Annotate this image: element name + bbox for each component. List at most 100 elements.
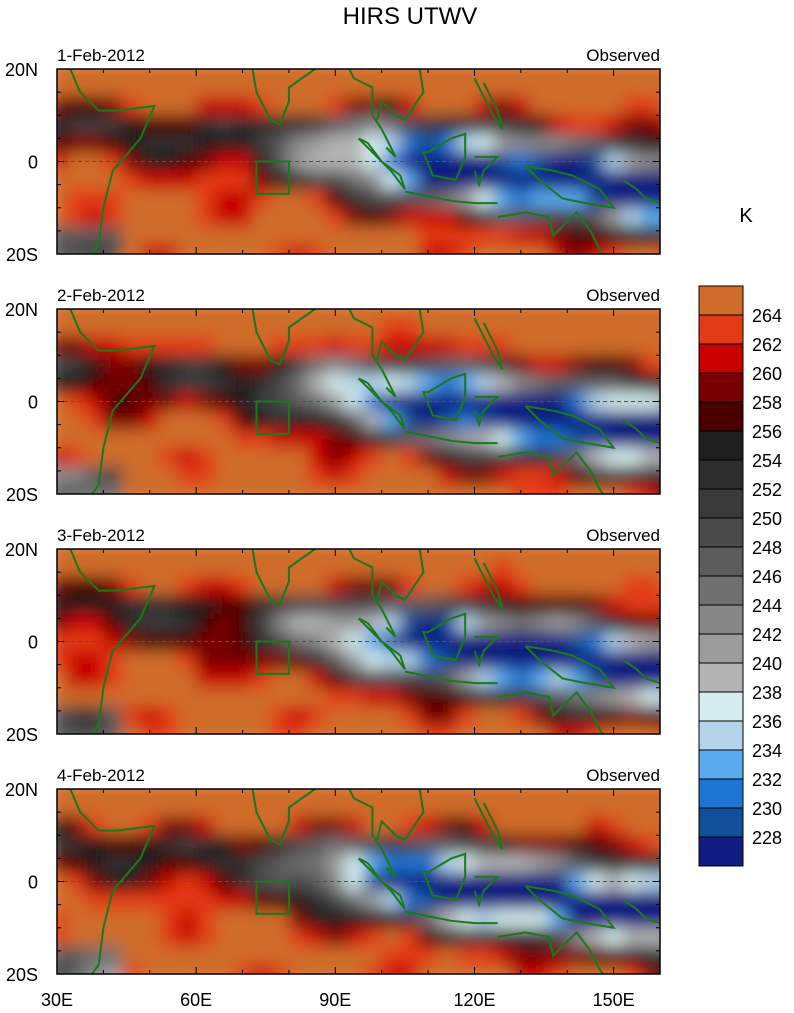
colorbar-swatch: [698, 314, 744, 345]
coastlines: [69, 69, 660, 254]
colorbar-swatch: [698, 749, 744, 780]
lat-tick-label: 20N: [5, 540, 38, 560]
map-panel: 20N 0 20S 1-Feb-2012 Observed: [5, 46, 661, 265]
lat-tick-label: 20N: [5, 780, 38, 800]
coastline-borneo: [421, 372, 467, 422]
lon-tick-label: 30E: [41, 990, 73, 1010]
coastline-borneo: [421, 132, 467, 182]
coastlines: [69, 789, 660, 974]
colorbar-label: 240: [752, 654, 782, 674]
colorbar-label: 262: [752, 335, 782, 355]
coastline-solomons: [622, 419, 660, 445]
coastline-philippines: [473, 797, 504, 850]
colorbar-label: 238: [752, 683, 782, 703]
coastline-solomons: [622, 659, 660, 685]
colorbar-label: 248: [752, 538, 782, 558]
colorbar-label: 232: [752, 770, 782, 790]
lon-tick-label: 60E: [180, 990, 212, 1010]
coastline-philippines: [473, 557, 504, 610]
coastline-solomons: [622, 899, 660, 925]
coastline-africa: [69, 549, 157, 734]
colorbar-swatch: [698, 343, 744, 374]
colorbar-swatch: [698, 604, 744, 635]
panel-label: Observed: [586, 286, 660, 305]
colorbar-label: 264: [752, 306, 782, 326]
colorbar-swatch: [698, 807, 744, 838]
colorbar-swatch: [698, 401, 744, 432]
region-box: [255, 160, 290, 195]
colorbar-swatch: [698, 836, 744, 867]
coastline-sulawesi: [473, 395, 501, 428]
colorbar-label: 258: [752, 393, 782, 413]
region-box: [255, 880, 290, 915]
lat-tick-label: 20S: [6, 965, 38, 985]
coastline-sulawesi: [473, 875, 501, 908]
colorbar-units: K: [739, 205, 753, 227]
lat-tick-label: 20N: [5, 300, 38, 320]
utwv-field: [57, 789, 660, 974]
lat-tick-label: 20N: [5, 60, 38, 80]
colorbar-swatch: [698, 662, 744, 693]
colorbar-label: 250: [752, 509, 782, 529]
coastline-new-guinea: [524, 165, 616, 210]
map-panel: 20N 0 20S 4-Feb-2012 Observed: [5, 766, 661, 985]
colorbar-label: 244: [752, 596, 782, 616]
coastline-australia: [497, 930, 604, 974]
coastlines: [69, 549, 660, 734]
coastline-java: [404, 910, 498, 925]
panel-date: 3-Feb-2012: [57, 526, 145, 545]
map-panels: 20N 0 20S 1-Feb-2012 Observed 20N 0 20S 2-Feb-20…: [5, 46, 661, 985]
colorbar-swatch: [698, 285, 744, 316]
figure-title: HIRS UTWV: [343, 3, 478, 30]
colorbar-swatch: [698, 720, 744, 751]
lon-tick-label: 120E: [453, 990, 495, 1010]
colorbar-swatch: [698, 488, 744, 519]
lat-tick-label: 20S: [6, 245, 38, 265]
coastline-sumatra: [357, 617, 406, 670]
coastline-sumatra: [357, 137, 406, 190]
panel-label: Observed: [586, 526, 660, 545]
coastline-indochina: [376, 789, 425, 842]
lat-tick-label: 20S: [6, 485, 38, 505]
coastline-borneo: [421, 612, 467, 662]
colorbar-swatch: [698, 633, 744, 664]
colorbar-label: 242: [752, 625, 782, 645]
colorbar-label: 236: [752, 712, 782, 732]
colorbar-label: 256: [752, 422, 782, 442]
coastline-south-asia: [251, 789, 397, 878]
coastline-java: [404, 670, 498, 685]
lat-tick-label: 0: [28, 873, 38, 893]
coastline-sulawesi: [473, 635, 501, 668]
colorbar: 264 262 260 258 256 254 252 250 248 246 244 242 240 2…: [698, 285, 782, 867]
coastline-borneo: [421, 852, 467, 902]
coastline-new-guinea: [524, 885, 616, 930]
colorbar-swatch: [698, 517, 744, 548]
coastline-java: [404, 190, 498, 205]
coastline-south-asia: [251, 549, 397, 638]
coastline-java: [404, 430, 498, 445]
utwv-field: [57, 69, 660, 254]
colorbar-label: 252: [752, 480, 782, 500]
lon-tick-label: 150E: [593, 990, 635, 1010]
colorbar-label: 230: [752, 799, 782, 819]
region-box: [255, 400, 290, 435]
colorbar-label: 246: [752, 567, 782, 587]
coastline-sumatra: [357, 377, 406, 430]
coastline-africa: [69, 789, 157, 974]
panel-date: 4-Feb-2012: [57, 766, 145, 785]
map-panel: 20N 0 20S 3-Feb-2012 Observed: [5, 526, 661, 745]
lon-tick-label: 90E: [319, 990, 351, 1010]
panel-label: Observed: [586, 766, 660, 785]
utwv-field: [57, 549, 660, 734]
coastline-australia: [497, 210, 604, 254]
coastline-australia: [497, 690, 604, 734]
coastline-australia: [497, 450, 604, 494]
colorbar-label: 228: [752, 828, 782, 848]
colorbar-swatch: [698, 575, 744, 606]
colorbar-swatch: [698, 546, 744, 577]
lat-tick-label: 20S: [6, 725, 38, 745]
region-box: [255, 640, 290, 675]
panel-label: Observed: [586, 46, 660, 65]
coastline-africa: [69, 309, 157, 494]
